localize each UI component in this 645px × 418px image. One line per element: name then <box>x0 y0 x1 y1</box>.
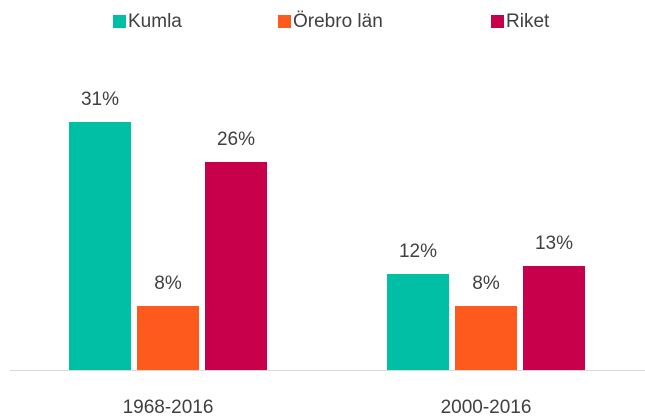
x-tick-label: 2000-2016 <box>441 397 532 418</box>
bar <box>69 122 131 370</box>
bar <box>205 162 267 370</box>
legend-label: Kumla <box>128 11 182 32</box>
legend-label: Riket <box>506 11 550 32</box>
bar <box>137 306 199 370</box>
bar <box>387 274 449 370</box>
legend-swatch <box>278 15 291 28</box>
data-label: 31% <box>81 89 119 110</box>
data-label: 13% <box>535 233 573 254</box>
data-label: 12% <box>399 241 437 262</box>
legend-label: Örebro län <box>293 11 383 32</box>
bar <box>523 266 585 370</box>
legend-swatch <box>113 15 126 28</box>
x-tick-label: 1968-2016 <box>123 397 214 418</box>
bar <box>455 306 517 370</box>
data-label: 8% <box>472 273 500 294</box>
data-label: 26% <box>217 129 255 150</box>
data-label: 8% <box>154 273 182 294</box>
legend-swatch <box>491 15 504 28</box>
